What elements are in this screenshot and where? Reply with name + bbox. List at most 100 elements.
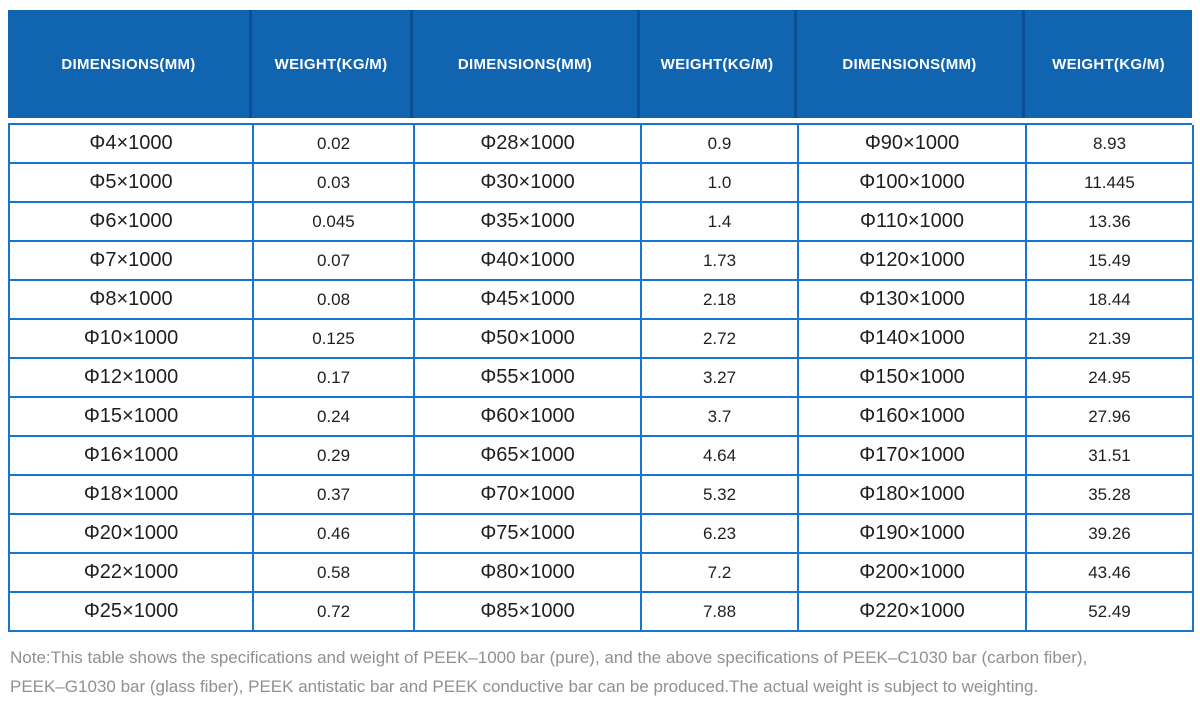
- weight-cell: 0.03: [254, 164, 415, 203]
- table-note: Note:This table shows the specifications…: [10, 644, 1200, 701]
- dimension-cell: Φ90×1000: [799, 125, 1027, 164]
- weight-cell: 18.44: [1027, 281, 1194, 320]
- dimension-cell: Φ30×1000: [415, 164, 642, 203]
- header-weight-1: WEIGHT(KG/M): [252, 10, 413, 118]
- table-row: Φ10×1000 0.125 Φ50×1000 2.72 Φ140×1000 21.39: [10, 320, 1194, 359]
- table-row: Φ7×1000 0.07 Φ40×1000 1.73 Φ120×1000 15.49: [10, 242, 1194, 281]
- weight-cell: 15.49: [1027, 242, 1194, 281]
- dimension-cell: Φ130×1000: [799, 281, 1027, 320]
- dimension-cell: Φ45×1000: [415, 281, 642, 320]
- weight-cell: 4.64: [642, 437, 799, 476]
- table-row: Φ8×1000 0.08 Φ45×1000 2.18 Φ130×1000 18.44: [10, 281, 1194, 320]
- dimension-cell: Φ150×1000: [799, 359, 1027, 398]
- weight-cell: 35.28: [1027, 476, 1194, 515]
- dimension-cell: Φ18×1000: [10, 476, 254, 515]
- weight-cell: 2.72: [642, 320, 799, 359]
- weight-cell: 0.125: [254, 320, 415, 359]
- weight-cell: 21.39: [1027, 320, 1194, 359]
- dimension-cell: Φ55×1000: [415, 359, 642, 398]
- weight-cell: 0.02: [254, 125, 415, 164]
- dimension-cell: Φ110×1000: [799, 203, 1027, 242]
- dimension-cell: Φ85×1000: [415, 593, 642, 632]
- weight-cell: 0.58: [254, 554, 415, 593]
- weight-cell: 0.37: [254, 476, 415, 515]
- weight-cell: 0.72: [254, 593, 415, 632]
- weight-cell: 31.51: [1027, 437, 1194, 476]
- weight-cell: 3.27: [642, 359, 799, 398]
- dimension-cell: Φ7×1000: [10, 242, 254, 281]
- table-row: Φ4×1000 0.02 Φ28×1000 0.9 Φ90×1000 8.93: [10, 125, 1194, 164]
- note-line-2: PEEK–G1030 bar (glass fiber), PEEK antis…: [10, 676, 1039, 696]
- table-row: Φ20×1000 0.46 Φ75×1000 6.23 Φ190×1000 39.26: [10, 515, 1194, 554]
- dimension-cell: Φ28×1000: [415, 125, 642, 164]
- header-dimensions-1: DIMENSIONS(MM): [8, 10, 252, 118]
- dimension-cell: Φ6×1000: [10, 203, 254, 242]
- weight-cell: 1.0: [642, 164, 799, 203]
- dimension-cell: Φ25×1000: [10, 593, 254, 632]
- weight-cell: 52.49: [1027, 593, 1194, 632]
- table-row: Φ22×1000 0.58 Φ80×1000 7.2 Φ200×1000 43.46: [10, 554, 1194, 593]
- weight-cell: 0.045: [254, 203, 415, 242]
- weight-cell: 13.36: [1027, 203, 1194, 242]
- dimension-cell: Φ40×1000: [415, 242, 642, 281]
- weight-cell: 39.26: [1027, 515, 1194, 554]
- dimension-cell: Φ15×1000: [10, 398, 254, 437]
- dimension-cell: Φ100×1000: [799, 164, 1027, 203]
- weight-cell: 0.46: [254, 515, 415, 554]
- weight-cell: 27.96: [1027, 398, 1194, 437]
- weight-cell: 6.23: [642, 515, 799, 554]
- weight-cell: 24.95: [1027, 359, 1194, 398]
- dimension-cell: Φ50×1000: [415, 320, 642, 359]
- dimension-cell: Φ220×1000: [799, 593, 1027, 632]
- dimension-cell: Φ200×1000: [799, 554, 1027, 593]
- dimension-cell: Φ170×1000: [799, 437, 1027, 476]
- weight-cell: 0.07: [254, 242, 415, 281]
- table-row: Φ18×1000 0.37 Φ70×1000 5.32 Φ180×1000 35.28: [10, 476, 1194, 515]
- dimension-cell: Φ75×1000: [415, 515, 642, 554]
- header-dimensions-3: DIMENSIONS(MM): [797, 10, 1025, 118]
- table-row: Φ5×1000 0.03 Φ30×1000 1.0 Φ100×1000 11.445: [10, 164, 1194, 203]
- table-header-row: DIMENSIONS(MM) WEIGHT(KG/M) DIMENSIONS(M…: [8, 10, 1192, 118]
- dimension-cell: Φ35×1000: [415, 203, 642, 242]
- dimension-cell: Φ16×1000: [10, 437, 254, 476]
- note-line-1: Note:This table shows the specifications…: [10, 648, 1088, 667]
- weight-cell: 7.88: [642, 593, 799, 632]
- dimension-cell: Φ20×1000: [10, 515, 254, 554]
- weight-cell: 1.4: [642, 203, 799, 242]
- weight-cell: 2.18: [642, 281, 799, 320]
- dimension-cell: Φ4×1000: [10, 125, 254, 164]
- weight-cell: 1.73: [642, 242, 799, 281]
- table-row: Φ15×1000 0.24 Φ60×1000 3.7 Φ160×1000 27.96: [10, 398, 1194, 437]
- weight-cell: 3.7: [642, 398, 799, 437]
- weight-cell: 8.93: [1027, 125, 1194, 164]
- weight-cell: 0.17: [254, 359, 415, 398]
- dimension-cell: Φ10×1000: [10, 320, 254, 359]
- dimension-cell: Φ22×1000: [10, 554, 254, 593]
- header-weight-3: WEIGHT(KG/M): [1025, 10, 1192, 118]
- weight-cell: 11.445: [1027, 164, 1194, 203]
- table-row: Φ25×1000 0.72 Φ85×1000 7.88 Φ220×1000 52.49: [10, 593, 1194, 632]
- weight-cell: 5.32: [642, 476, 799, 515]
- header-dimensions-2: DIMENSIONS(MM): [413, 10, 640, 118]
- peek-bar-spec-table: DIMENSIONS(MM) WEIGHT(KG/M) DIMENSIONS(M…: [8, 10, 1194, 632]
- table-row: Φ6×1000 0.045 Φ35×1000 1.4 Φ110×1000 13.36: [10, 203, 1194, 242]
- dimension-cell: Φ160×1000: [799, 398, 1027, 437]
- table-row: Φ16×1000 0.29 Φ65×1000 4.64 Φ170×1000 31.51: [10, 437, 1194, 476]
- weight-cell: 0.9: [642, 125, 799, 164]
- weight-cell: 0.29: [254, 437, 415, 476]
- dimension-cell: Φ5×1000: [10, 164, 254, 203]
- dimension-cell: Φ140×1000: [799, 320, 1027, 359]
- weight-cell: 7.2: [642, 554, 799, 593]
- header-weight-2: WEIGHT(KG/M): [640, 10, 797, 118]
- dimension-cell: Φ65×1000: [415, 437, 642, 476]
- weight-cell: 43.46: [1027, 554, 1194, 593]
- dimension-cell: Φ70×1000: [415, 476, 642, 515]
- weight-cell: 0.08: [254, 281, 415, 320]
- dimension-cell: Φ120×1000: [799, 242, 1027, 281]
- dimension-cell: Φ8×1000: [10, 281, 254, 320]
- dimension-cell: Φ12×1000: [10, 359, 254, 398]
- table-body: Φ4×1000 0.02 Φ28×1000 0.9 Φ90×1000 8.93 Φ5×100…: [8, 123, 1194, 632]
- dimension-cell: Φ180×1000: [799, 476, 1027, 515]
- dimension-cell: Φ190×1000: [799, 515, 1027, 554]
